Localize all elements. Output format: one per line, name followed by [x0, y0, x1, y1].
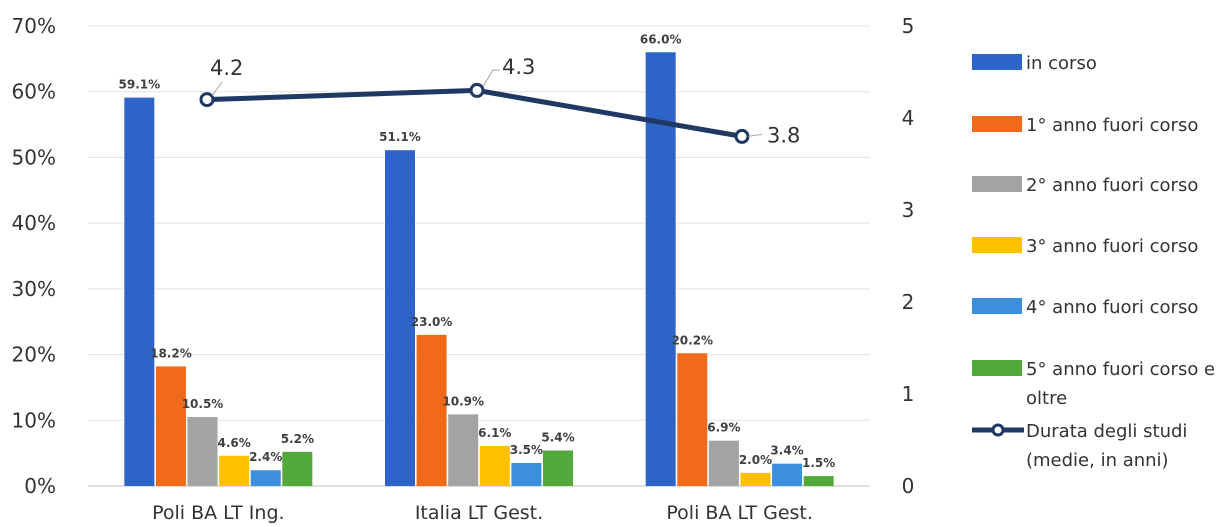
category-label: Poli BA LT Ing. [152, 502, 284, 524]
bar-data-label: 59.1% [119, 78, 161, 92]
bar-series: 59.1% 18.2% 10.5% 4.6%2.4% 5.2% 51.1% 23.0% 10.… [119, 32, 835, 487]
bar-data-label: 6.9% [707, 421, 740, 435]
category-label: Italia LT Gest. [415, 502, 543, 524]
bar [187, 417, 218, 486]
line-point [469, 82, 485, 98]
y-left-tick-label: 70% [12, 14, 56, 38]
legend-label: 1° anno fuori corso [1026, 115, 1198, 136]
y-right-tick-label: 5 [902, 14, 915, 38]
bar [708, 440, 739, 486]
y-right-tick-label: 2 [902, 290, 915, 314]
y-right-tick-label: 1 [902, 382, 915, 406]
bar [645, 52, 676, 487]
line-data-label: 4.3 [502, 55, 535, 79]
bar-data-label: 5.2% [281, 432, 314, 446]
line-point [734, 128, 750, 144]
bar-data-label: 51.1% [379, 130, 421, 144]
legend: in corso 1° anno fuori corso 2° anno fuori… [972, 53, 1215, 471]
y-left-tick-label: 30% [12, 277, 56, 301]
line-label-leader [747, 133, 763, 137]
y-left-tick-label: 60% [12, 80, 56, 104]
bar-data-label: 3.4% [770, 444, 803, 458]
legend-swatch [972, 360, 1022, 376]
bar [385, 150, 415, 486]
line-data-label: 3.8 [767, 123, 800, 147]
y-right-tick-label: 4 [902, 106, 915, 130]
line-label-leader [211, 81, 223, 96]
bar-data-label: 23.0% [411, 315, 453, 329]
legend-swatch [972, 176, 1022, 192]
bar-data-label: 4.6% [217, 436, 250, 450]
legend-label: 4° anno fuori corso [1026, 297, 1198, 318]
bar-data-label: 2.0% [739, 453, 772, 467]
bar [677, 353, 708, 486]
bar-data-label: 2.4% [249, 450, 282, 464]
legend-label: (medie, in anni) [1026, 450, 1169, 471]
bar-data-label: 5.4% [541, 431, 574, 445]
bar-data-label: 66.0% [640, 32, 682, 46]
category-label: Poli BA LT Gest. [666, 502, 813, 524]
y-left-tick-label: 10% [12, 408, 56, 432]
bar [250, 470, 281, 486]
bar [803, 476, 834, 486]
bar-data-label: 10.5% [182, 397, 224, 411]
y-left-tick-label: 40% [12, 211, 56, 235]
bar-data-label: 18.2% [150, 346, 192, 360]
gridlines [88, 25, 870, 487]
bar [543, 450, 573, 486]
legend-line-marker [991, 423, 1005, 437]
bar [479, 445, 510, 486]
bar [740, 472, 771, 486]
line-point [199, 92, 215, 108]
legend-swatch [972, 237, 1022, 253]
line-data-label: 4.2 [210, 56, 243, 80]
legend-label: 5° anno fuori corso e [1026, 359, 1215, 380]
y-right-tick-label: 0 [902, 474, 915, 498]
y-left-tick-label: 0% [24, 474, 56, 498]
y-left-tick-label: 20% [12, 343, 56, 367]
legend-label: 3° anno fuori corso [1026, 236, 1198, 257]
bar [416, 334, 447, 486]
bar [772, 463, 803, 486]
legend-swatch [972, 116, 1022, 132]
bar-data-label: 3.5% [510, 443, 543, 457]
line-series: 4.2 4.3 3.8 [199, 55, 800, 147]
legend-swatch [972, 54, 1022, 70]
line-label-leader [482, 69, 500, 87]
legend-label: oltre [1026, 388, 1067, 409]
bar [124, 97, 155, 486]
bar-data-label: 20.2% [671, 333, 713, 347]
bar [219, 455, 250, 486]
legend-label: 2° anno fuori corso [1026, 175, 1198, 196]
y-axis-left: 0% 10% 20% 30% 40% 50% 60% 70% [12, 14, 56, 498]
bar [155, 366, 186, 486]
y-left-tick-label: 50% [12, 145, 56, 169]
x-axis-categories: Poli BA LT Ing. Italia LT Gest. Poli BA LT… [152, 502, 813, 524]
legend-label: Durata degli studi [1026, 421, 1187, 442]
y-right-tick-label: 3 [902, 198, 915, 222]
legend-label: in corso [1026, 53, 1097, 74]
bar-data-label: 1.5% [802, 456, 835, 470]
legend-swatch [972, 298, 1022, 314]
bar [511, 463, 542, 486]
bar-data-label: 10.9% [442, 394, 484, 408]
y-axis-right: 0 1 2 3 4 5 [902, 14, 915, 498]
bar [282, 451, 313, 486]
bar [448, 414, 479, 486]
bar-data-label: 6.1% [478, 426, 511, 440]
